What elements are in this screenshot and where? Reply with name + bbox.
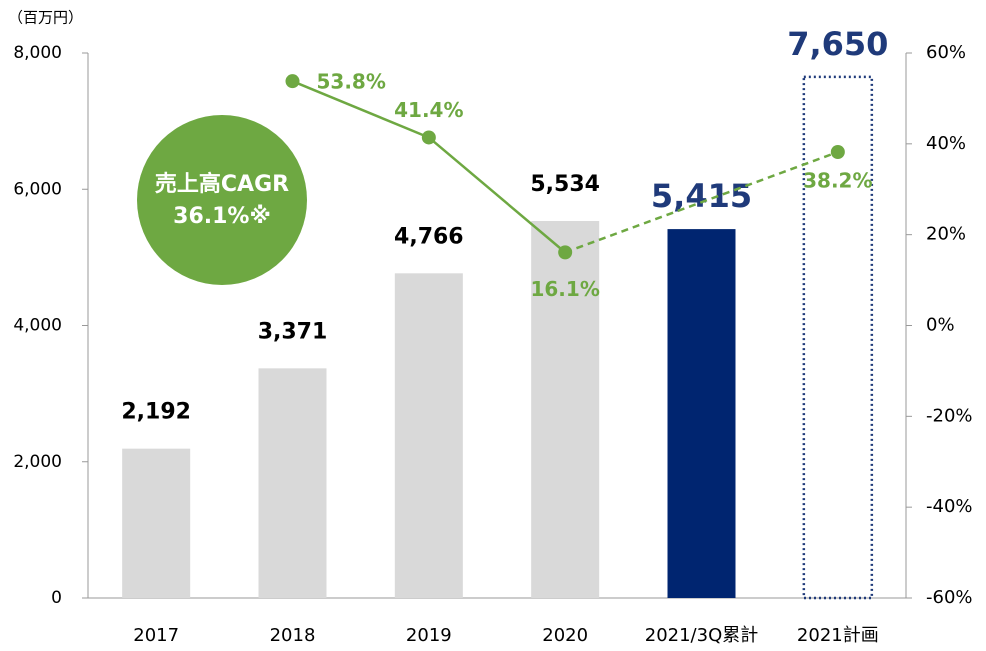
growth-point: [558, 245, 573, 260]
cagr-circle: [137, 115, 307, 285]
bar: [531, 220, 600, 598]
unit-label: （百万円）: [8, 9, 83, 27]
y2-tick-label: -20%: [926, 405, 973, 426]
y2-tick-label: -60%: [926, 587, 973, 608]
bar: [258, 368, 327, 598]
y-tick-label: 2,000: [13, 452, 62, 472]
y2-tick-label: -40%: [926, 496, 973, 517]
x-tick-label: 2018: [270, 625, 316, 646]
y-tick-label: 8,000: [13, 43, 62, 63]
bar: [394, 273, 463, 598]
growth-line: [564, 150, 839, 254]
bar-value-label: 4,766: [394, 224, 464, 249]
y2-tick-label: 60%: [926, 42, 966, 63]
y-tick-label: 4,000: [13, 316, 62, 336]
growth-label: 53.8%: [317, 70, 386, 94]
growth-label: 41.4%: [394, 98, 463, 122]
y2-tick-label: 40%: [926, 133, 966, 154]
bar-value-label: 7,650: [787, 25, 888, 63]
growth-line: [428, 136, 566, 254]
growth-label: 16.1%: [530, 277, 599, 301]
growth-line: [292, 80, 430, 139]
y-tick-label: 0: [51, 588, 62, 608]
growth-point: [830, 145, 845, 160]
growth-label: 38.2%: [803, 169, 872, 193]
bar-value-label: 5,534: [530, 172, 600, 197]
growth-point: [285, 74, 300, 89]
bar-value-label: 5,415: [651, 177, 752, 215]
y2-tick-label: 20%: [926, 224, 966, 245]
growth-point: [421, 130, 436, 145]
bar-value-label: 2,192: [121, 400, 191, 425]
annotation: 36.1%※: [173, 204, 271, 229]
x-tick-label: 2020: [542, 625, 588, 646]
bar: [667, 229, 736, 598]
annotation: 売上高CAGR: [155, 171, 289, 197]
x-tick-label: 2019: [406, 625, 452, 646]
y2-tick-label: 0%: [926, 315, 955, 336]
x-tick-label: 2021/3Q累計: [645, 625, 759, 646]
x-tick-label: 2021計画: [797, 625, 879, 646]
bar-value-label: 3,371: [258, 319, 328, 344]
bar: [122, 448, 191, 598]
y-tick-label: 6,000: [13, 179, 62, 199]
x-tick-label: 2017: [133, 625, 179, 646]
